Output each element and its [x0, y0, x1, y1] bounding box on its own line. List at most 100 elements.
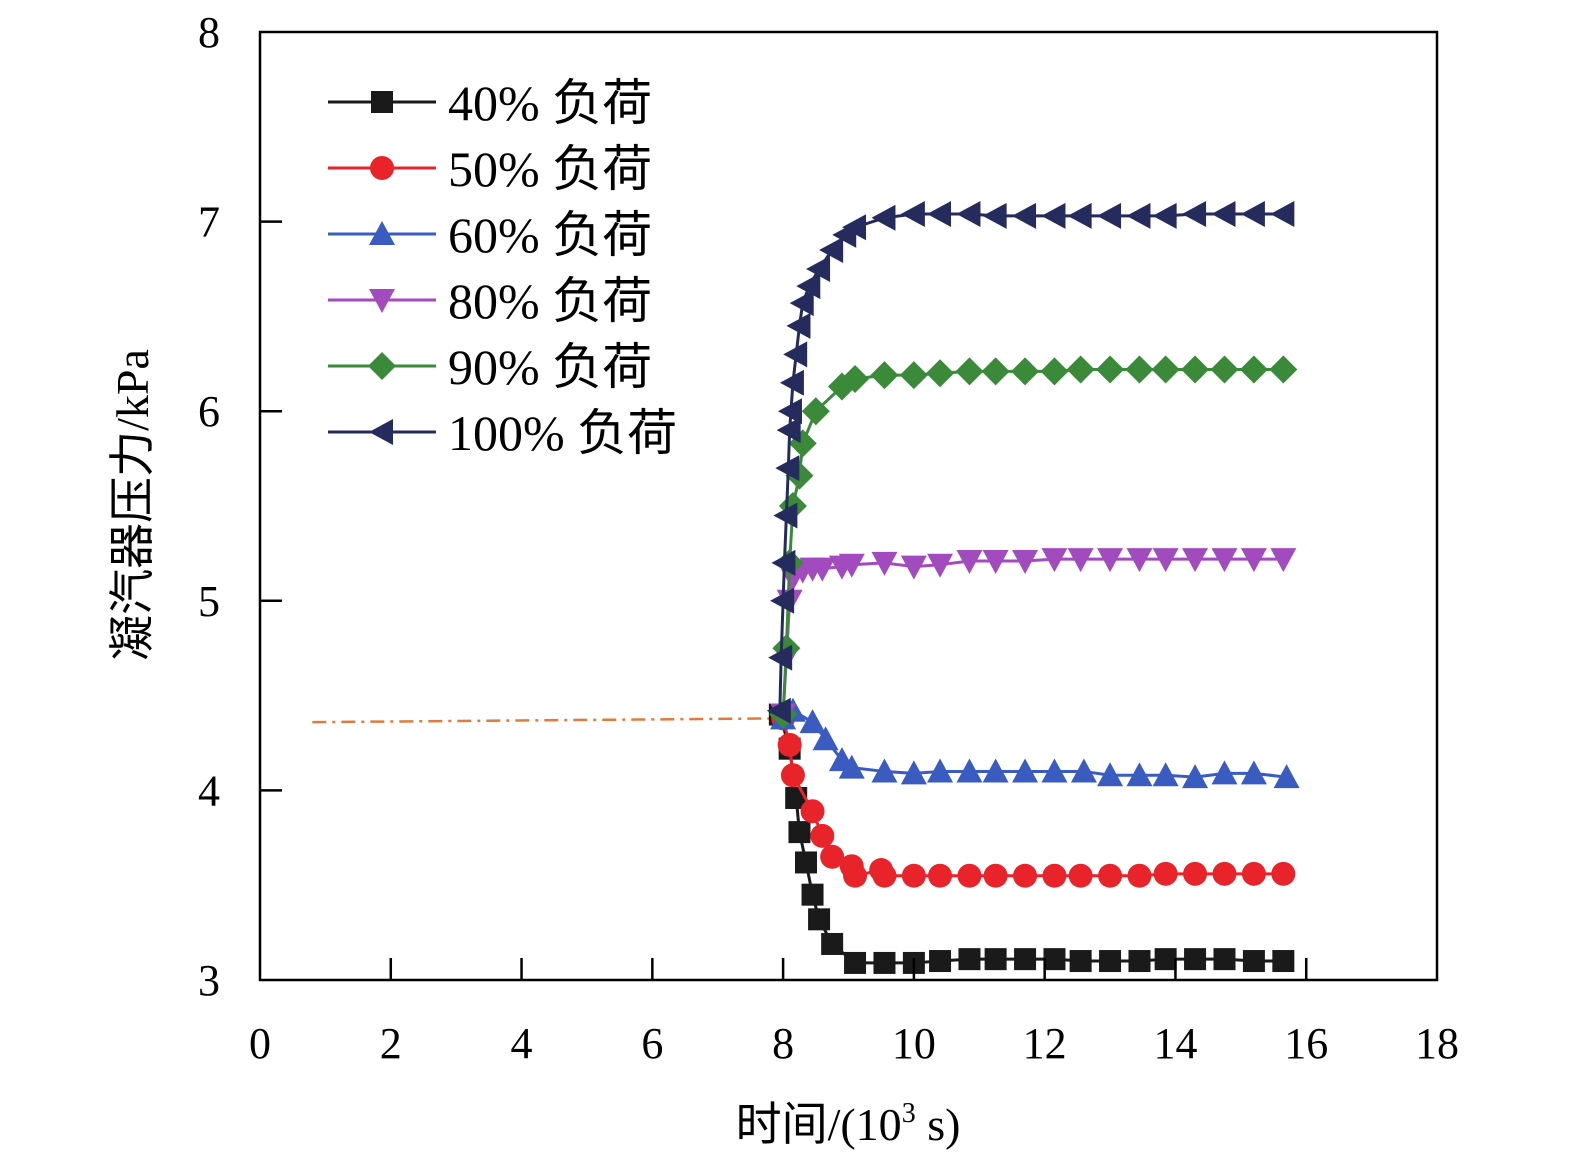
data-point [1067, 548, 1094, 573]
axes: 0 2 4 6 8 10 12 14 16 18 3 4 5 6 7 8 [198, 8, 1459, 1068]
data-point [1181, 355, 1210, 384]
data-point [1098, 863, 1123, 888]
data-point [1152, 202, 1177, 229]
data-point [927, 201, 952, 228]
data-point [1211, 760, 1238, 785]
x-tick-label: 10 [892, 1019, 936, 1068]
data-point [1128, 950, 1151, 973]
data-point [1012, 202, 1037, 229]
data-point [773, 502, 798, 529]
data-point [1068, 863, 1093, 888]
data-point [871, 204, 896, 231]
x-tick-label: 0 [249, 1019, 271, 1068]
legend-entry: 80% 负荷 [328, 273, 652, 329]
data-point [1182, 201, 1207, 228]
y-tick-label: 6 [198, 387, 220, 436]
data-point [1099, 950, 1122, 973]
data-point [780, 763, 805, 788]
data-point [842, 214, 867, 241]
data-point [957, 863, 982, 888]
data-point [1067, 202, 1092, 229]
data-point [956, 201, 981, 228]
data-point [1126, 548, 1153, 573]
data-point [1153, 861, 1178, 886]
data-point [794, 851, 817, 874]
data-point [1126, 202, 1151, 229]
data-point [872, 863, 897, 888]
data-point [799, 709, 826, 734]
data-point [1240, 201, 1265, 228]
series-4 [770, 548, 1297, 728]
series-line [781, 367, 1284, 715]
x-tick-label: 8 [772, 1019, 794, 1068]
x-tick-label: 18 [1415, 1019, 1459, 1068]
data-point [1066, 355, 1095, 384]
series-2 [771, 706, 1296, 888]
series-line [782, 708, 1287, 779]
data-point [1270, 548, 1297, 573]
data-point [871, 758, 898, 783]
data-point [983, 863, 1008, 888]
data-point [800, 799, 825, 824]
data-point [955, 357, 984, 386]
data-point [844, 951, 867, 974]
data-point [1184, 948, 1207, 971]
data-point [1241, 861, 1266, 886]
data-point [958, 948, 981, 971]
legend-entry: 100% 负荷 [328, 405, 677, 461]
plot-data-layer [312, 201, 1300, 974]
data-point [1271, 861, 1296, 886]
data-point [810, 823, 835, 848]
series-line [781, 717, 1284, 878]
legend-entry: 60% 负荷 [328, 207, 652, 263]
data-point [820, 844, 845, 869]
data-point [1151, 355, 1180, 384]
x-tick-label: 6 [641, 1019, 663, 1068]
data-point [1070, 758, 1097, 783]
data-point [779, 369, 804, 396]
data-point [801, 883, 824, 906]
data-point [1041, 202, 1066, 229]
data-point [776, 417, 801, 444]
series-1 [768, 703, 1295, 974]
x-tick-label: 14 [1153, 1019, 1197, 1068]
y-tick-label: 7 [198, 198, 220, 247]
data-point [841, 364, 870, 393]
y-tick-label: 8 [198, 8, 220, 57]
x-tick-label: 12 [1023, 1019, 1067, 1068]
data-point [956, 549, 983, 574]
series-line [781, 557, 1284, 715]
data-point [982, 549, 1009, 574]
data-point [982, 758, 1009, 783]
data-point [808, 908, 831, 931]
data-point [1012, 758, 1039, 783]
legend-entry: 50% 负荷 [328, 141, 652, 197]
series-5 [769, 355, 1298, 729]
data-point [982, 202, 1007, 229]
data-point [929, 950, 952, 973]
legend-label: 60% 负荷 [448, 207, 652, 263]
legend-marker [370, 156, 394, 180]
data-point [928, 863, 953, 888]
data-point [1213, 948, 1236, 971]
data-point [796, 273, 821, 300]
data-point [870, 361, 899, 390]
data-point [1211, 201, 1236, 228]
x-tick-label: 2 [380, 1019, 402, 1068]
data-point [1270, 201, 1295, 228]
reference-line [312, 717, 784, 724]
legend-marker [369, 221, 395, 245]
data-point [1012, 549, 1039, 574]
data-point [1096, 355, 1125, 384]
series-line [778, 212, 1284, 711]
data-point [1042, 863, 1067, 888]
data-point [821, 932, 844, 955]
data-point [771, 549, 796, 576]
data-point [1043, 948, 1066, 971]
data-point [1097, 762, 1124, 787]
data-point [1183, 861, 1208, 886]
data-point [1239, 355, 1268, 384]
data-point [981, 357, 1010, 386]
data-point [786, 312, 811, 339]
data-point [956, 758, 983, 783]
